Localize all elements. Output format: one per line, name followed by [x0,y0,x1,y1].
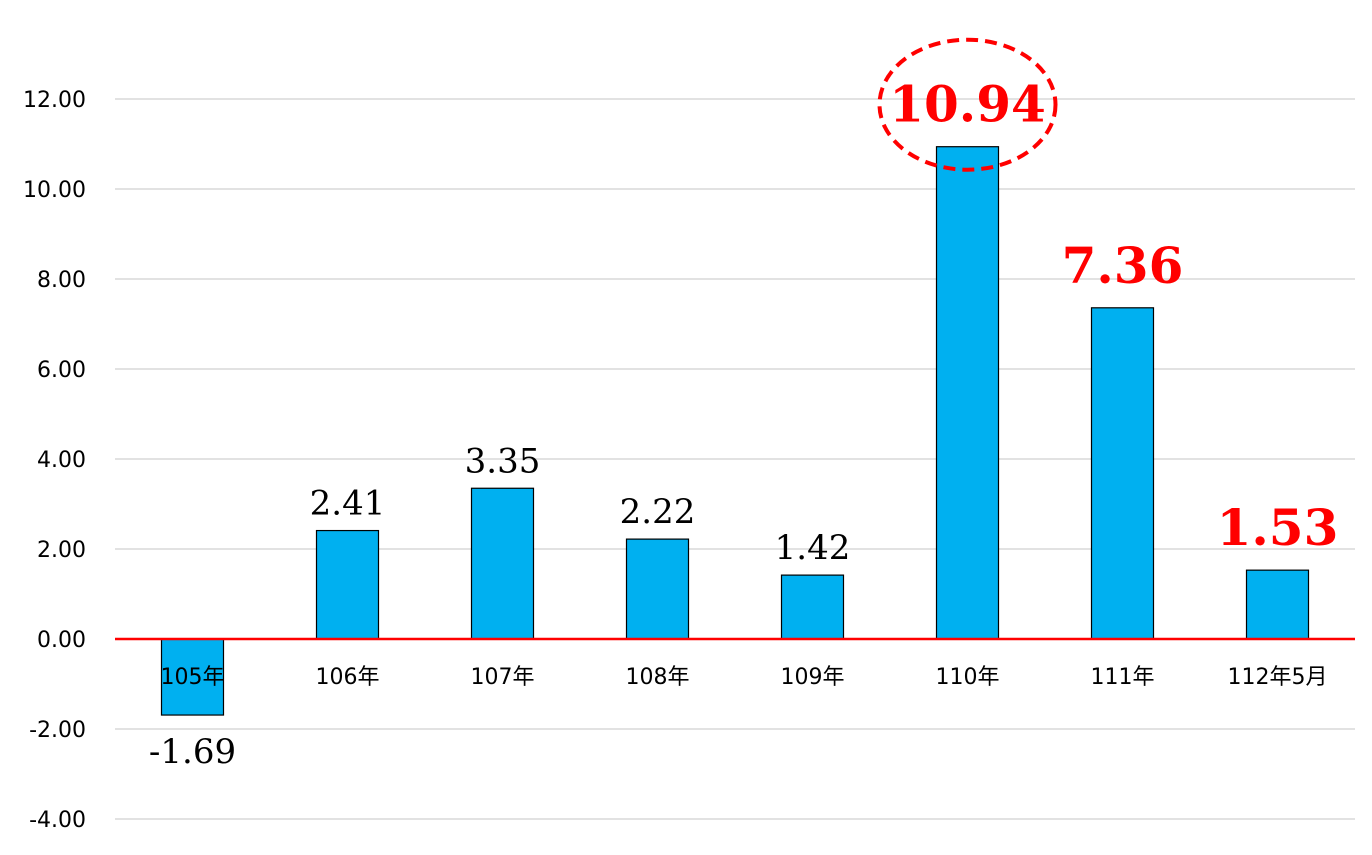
highlight-circle [877,37,1058,172]
data-labels: -1.69 2.41 3.35 2.22 1.42 10.94 7.36 1.53 [149,37,1339,772]
x-tick-label: 106年 [316,665,380,690]
x-tick-label: 107年 [471,665,535,690]
x-tick-label: 112年5月 [1228,665,1328,690]
y-tick-label: 6.00 [37,358,86,383]
bar [935,146,1000,640]
y-tick-label: -2.00 [29,718,86,743]
bar [160,638,225,716]
data-label: -1.69 [149,732,236,772]
x-tick-label: 111年 [1091,665,1155,690]
data-label: 10.94 [889,75,1046,134]
data-label: 1.42 [775,528,851,568]
y-tick-label: 8.00 [37,268,86,293]
y-tick-label: -4.00 [29,808,86,833]
y-tick-label: 4.00 [37,448,86,473]
data-label: 7.36 [1062,236,1184,295]
x-tick-label: 105年 [161,665,225,690]
y-tick-label: 2.00 [37,538,86,563]
bar [780,574,845,640]
data-label: 1.53 [1217,498,1339,557]
y-tick-label: 12.00 [23,88,86,113]
y-axis-ticks: 12.00 10.00 8.00 6.00 4.00 2.00 0.00 -2.00 -4.00 [23,88,86,833]
data-label: 3.35 [465,441,541,481]
bars [160,146,1310,716]
bar [1090,307,1155,640]
bar [315,529,380,640]
y-tick-label: 0.00 [37,628,86,653]
bar [470,487,535,640]
x-axis-ticks: 105年 106年 107年 108年 109年 110年 111年 112年5月 [161,665,1328,690]
bar [625,538,690,640]
bar [1245,569,1310,640]
data-label: 2.41 [310,484,386,524]
x-tick-label: 110年 [936,665,1000,690]
gridlines [115,98,1355,820]
x-tick-label: 108年 [626,665,690,690]
x-tick-label: 109年 [781,665,845,690]
y-tick-label: 10.00 [23,178,86,203]
data-label: 2.22 [620,492,696,532]
